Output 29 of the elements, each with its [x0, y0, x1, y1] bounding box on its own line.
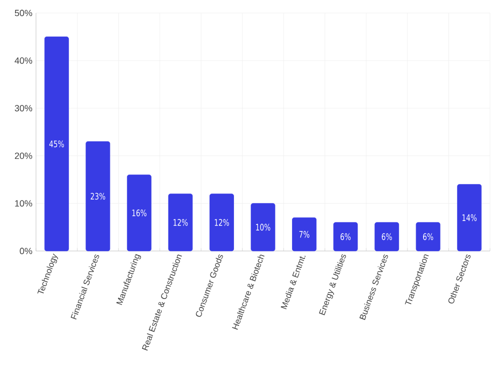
- data-label: 6%: [423, 233, 434, 240]
- bar: [250, 203, 276, 252]
- bar: [333, 222, 358, 252]
- data-label: 6%: [382, 233, 392, 240]
- y-tick-label: 20%: [14, 152, 32, 159]
- data-label: 45%: [49, 140, 64, 148]
- data-label: 7%: [299, 230, 310, 238]
- bar: [416, 222, 440, 252]
- bar: [210, 194, 234, 252]
- data-label: 12%: [174, 219, 188, 226]
- y-tick-label: 30%: [14, 105, 32, 112]
- data-label: 14%: [462, 214, 477, 222]
- bar: [292, 217, 316, 252]
- data-label: 23%: [90, 192, 106, 200]
- data-label: 12%: [214, 219, 229, 226]
- bar: [168, 194, 193, 252]
- bar: [126, 174, 152, 252]
- data-label: 10%: [256, 224, 270, 231]
- bar: [374, 222, 400, 252]
- data-label: 6%: [340, 233, 351, 240]
- bar: [86, 141, 110, 252]
- bar: [457, 184, 482, 252]
- y-tick-label: 10%: [15, 200, 32, 207]
- data-label: 16%: [132, 210, 146, 216]
- y-tick-label: 0%: [20, 248, 32, 254]
- x-tick-label: Media & Entmt.: [280, 256, 306, 310]
- bar: [44, 36, 69, 252]
- y-tick-label: 40%: [14, 57, 32, 64]
- y-tick-label: 50%: [14, 10, 32, 16]
